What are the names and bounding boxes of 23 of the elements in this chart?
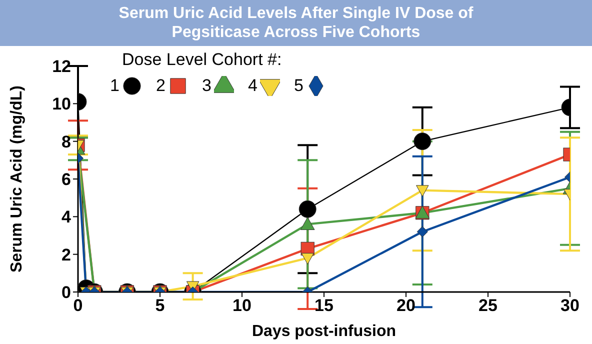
x-axis-title: Days post-infusion	[252, 323, 396, 340]
y-tick-label: 4	[62, 208, 72, 227]
point	[298, 200, 316, 218]
y-tick-label: 10	[52, 94, 71, 114]
y-tick-label: 8	[62, 132, 71, 152]
y-tick-label: 6	[62, 170, 71, 190]
chart-title: Serum Uric Acid Levels After Single IV Dose of Pegsiticase Across Five Cohorts	[0, 0, 592, 46]
x-tick-label: 5	[155, 296, 165, 316]
legend-title: Dose Level Cohort #:	[122, 50, 283, 70]
y-axis-title: Serum Uric Acid (mg/dL)	[8, 86, 26, 272]
legend-label: 2	[156, 76, 166, 96]
y-tick-label: 0	[62, 283, 71, 302]
legend-label: 3	[202, 76, 212, 96]
x-tick-label: 30	[560, 296, 580, 316]
x-tick-label: 25	[478, 296, 498, 316]
x-tick-label: 20	[396, 296, 416, 316]
y-tick-label: 12	[52, 57, 71, 76]
x-tick-label: 10	[232, 296, 252, 316]
y-tick-label: 2	[62, 245, 71, 264]
legend-label: 1	[110, 76, 120, 96]
legend-label: 4	[248, 76, 258, 96]
legend-label: 5	[294, 76, 304, 96]
x-tick-label: 15	[314, 296, 334, 316]
